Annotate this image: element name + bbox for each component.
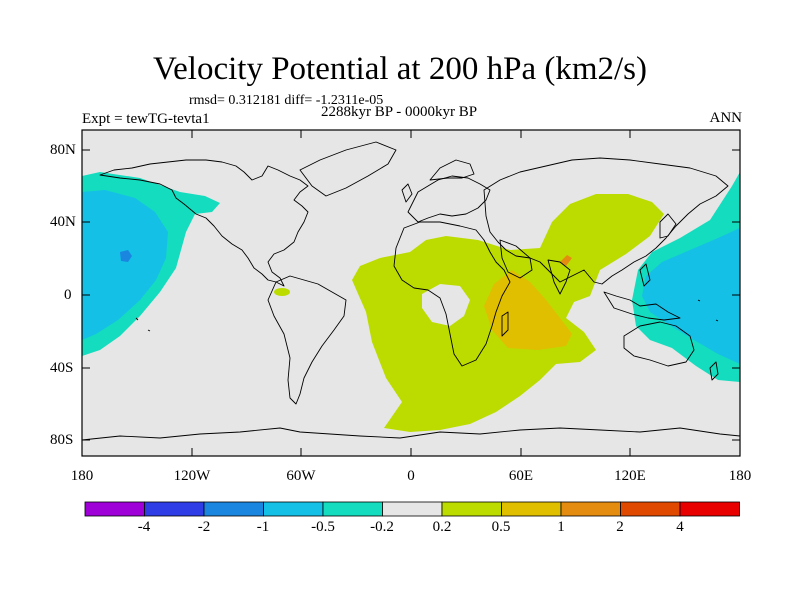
lon-label-60w: 60W bbox=[286, 468, 316, 484]
colorbar-label: -2 bbox=[197, 519, 211, 535]
colorbar-swatch bbox=[263, 501, 324, 517]
coast-indonesia bbox=[603, 291, 681, 321]
colorbar-label: 4 bbox=[676, 519, 684, 535]
coast-philippines bbox=[639, 263, 651, 287]
season-label: ANN bbox=[709, 110, 743, 126]
coast-north-america bbox=[99, 159, 309, 287]
contour-wpac-mid bbox=[642, 228, 740, 364]
lat-label-40s: 40S bbox=[50, 360, 74, 376]
lon-label-180w: 180 bbox=[70, 468, 94, 484]
coast-south-america bbox=[267, 275, 347, 405]
colorbar-label: -0.5 bbox=[311, 519, 335, 535]
contour-npac-strong bbox=[120, 250, 132, 262]
colorbar-label: -0.2 bbox=[370, 519, 394, 535]
colorbar-swatch bbox=[560, 501, 621, 517]
coast-antarctica bbox=[82, 427, 740, 441]
colorbar-label: -4 bbox=[137, 519, 151, 535]
lat-label-eq: 0 bbox=[64, 287, 72, 303]
stats-text: rmsd= 0.312181 diff= -1.2311e-05 bbox=[189, 93, 384, 108]
colorbar-label: -1 bbox=[256, 519, 270, 535]
colorbar-label: 0.2 bbox=[432, 519, 452, 535]
lat-ticks bbox=[82, 149, 740, 441]
coast-scandinavia bbox=[429, 159, 475, 181]
coast-uk bbox=[401, 183, 413, 203]
colorbar-swatch bbox=[84, 501, 145, 517]
experiment-label: Expt = tewTG-tevta1 bbox=[82, 111, 210, 127]
coast-india bbox=[547, 259, 571, 295]
contour-pos-strong bbox=[560, 255, 572, 266]
colorbar bbox=[84, 501, 740, 517]
lat-label-80s: 80S bbox=[50, 432, 74, 448]
colorbar-swatch bbox=[382, 501, 443, 517]
coast-greenland bbox=[299, 141, 397, 197]
coast-japan bbox=[659, 213, 677, 239]
lon-label-120w: 120W bbox=[173, 468, 211, 484]
coast-asia bbox=[483, 157, 729, 285]
colorbar-swatch bbox=[144, 501, 205, 517]
lon-label-0: 0 bbox=[407, 468, 415, 484]
coastlines bbox=[82, 141, 740, 441]
contour-sam-patch bbox=[274, 288, 290, 296]
lat-label-80n: 80N bbox=[50, 142, 76, 158]
axis-ticks bbox=[81, 130, 741, 456]
coast-madagascar bbox=[501, 311, 509, 337]
colorbar-swatch bbox=[441, 501, 502, 517]
coast-new-zealand bbox=[709, 361, 719, 381]
colorbar-swatch bbox=[322, 501, 383, 517]
coast-pacific-islands bbox=[135, 299, 719, 332]
map-title: Velocity Potential at 200 hPa (km2/s) bbox=[152, 51, 648, 87]
lat-label-40n: 40N bbox=[50, 214, 76, 230]
lon-label-60e: 60E bbox=[508, 468, 534, 484]
coast-europe bbox=[407, 175, 491, 223]
contour-pos-mid bbox=[484, 270, 572, 350]
colorbar-label: 1 bbox=[557, 519, 565, 535]
colorbar-swatch bbox=[501, 501, 562, 517]
lon-label-180e: 180 bbox=[728, 468, 752, 484]
contour-npac-mid bbox=[82, 190, 168, 340]
colorbar-swatch bbox=[679, 501, 740, 517]
coast-arabia bbox=[499, 239, 533, 279]
colorbar-label: 0.5 bbox=[491, 519, 511, 535]
colorbar-label: 2 bbox=[616, 519, 624, 535]
lon-ticks bbox=[81, 130, 741, 456]
coast-australia bbox=[623, 321, 695, 367]
contour-field bbox=[82, 172, 740, 432]
colorbar-swatch bbox=[203, 501, 264, 517]
lon-label-120e: 120E bbox=[614, 468, 646, 484]
colorbar-swatch bbox=[620, 501, 681, 517]
period-label: 2288kyr BP - 0000kyr BP bbox=[321, 104, 478, 120]
coast-africa bbox=[393, 221, 511, 367]
